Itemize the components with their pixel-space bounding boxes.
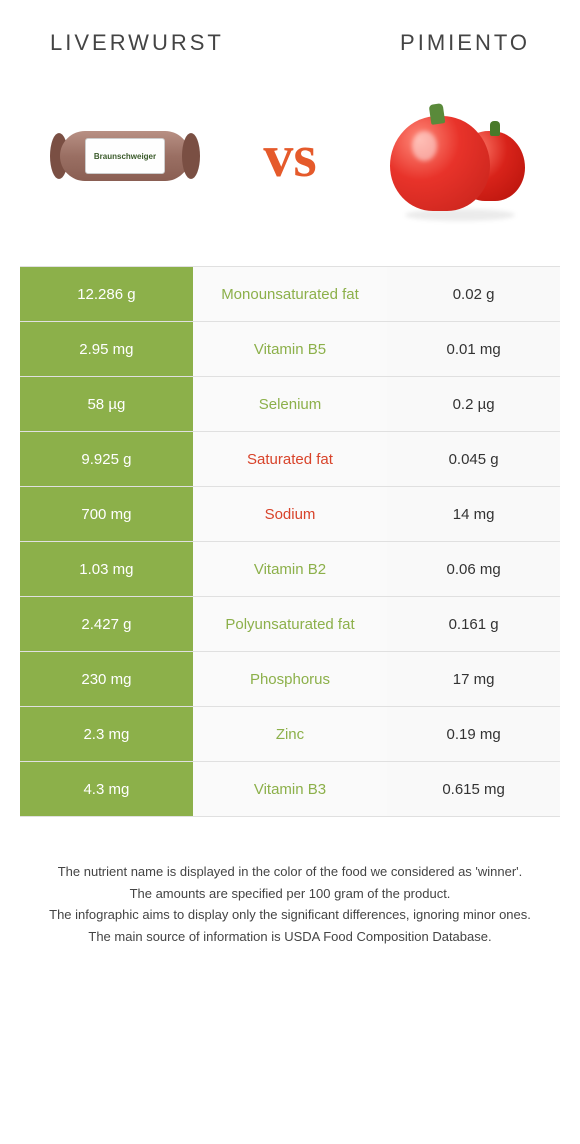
pepper-icon	[380, 86, 530, 226]
footer-line: The infographic aims to display only the…	[40, 905, 540, 925]
cell-left-value: 9.925 g	[20, 432, 193, 486]
vs-text: vs	[263, 122, 316, 191]
cell-nutrient-label: Selenium	[193, 377, 387, 431]
table-row: 4.3 mgVitamin B30.615 mg	[20, 762, 560, 817]
table-row: 230 mgPhosphorus17 mg	[20, 652, 560, 707]
cell-right-value: 0.06 mg	[387, 542, 560, 596]
cell-right-value: 0.615 mg	[387, 762, 560, 816]
cell-right-value: 0.045 g	[387, 432, 560, 486]
cell-left-value: 2.3 mg	[20, 707, 193, 761]
cell-right-value: 17 mg	[387, 652, 560, 706]
footer-line: The main source of information is USDA F…	[40, 927, 540, 947]
cell-nutrient-label: Vitamin B5	[193, 322, 387, 376]
table-row: 2.3 mgZinc0.19 mg	[20, 707, 560, 762]
title-left: Liverwurst	[50, 30, 224, 56]
nutrient-table: 12.286 gMonounsaturated fat0.02 g2.95 mg…	[20, 266, 560, 817]
title-right: Pimiento	[400, 30, 530, 56]
cell-nutrient-label: Zinc	[193, 707, 387, 761]
cell-nutrient-label: Vitamin B2	[193, 542, 387, 596]
liverwurst-image: Braunschweiger	[40, 86, 210, 226]
cell-nutrient-label: Saturated fat	[193, 432, 387, 486]
cell-right-value: 0.02 g	[387, 267, 560, 321]
cell-left-value: 700 mg	[20, 487, 193, 541]
table-row: 58 µgSelenium0.2 µg	[20, 377, 560, 432]
cell-nutrient-label: Vitamin B3	[193, 762, 387, 816]
table-row: 2.427 gPolyunsaturated fat0.161 g	[20, 597, 560, 652]
cell-right-value: 14 mg	[387, 487, 560, 541]
cell-right-value: 0.2 µg	[387, 377, 560, 431]
cell-nutrient-label: Phosphorus	[193, 652, 387, 706]
cell-right-value: 0.01 mg	[387, 322, 560, 376]
cell-left-value: 2.95 mg	[20, 322, 193, 376]
cell-right-value: 0.161 g	[387, 597, 560, 651]
table-row: 700 mgSodium14 mg	[20, 487, 560, 542]
table-row: 9.925 gSaturated fat0.045 g	[20, 432, 560, 487]
pimiento-image	[370, 86, 540, 226]
cell-nutrient-label: Sodium	[193, 487, 387, 541]
cell-left-value: 1.03 mg	[20, 542, 193, 596]
table-row: 2.95 mgVitamin B50.01 mg	[20, 322, 560, 377]
cell-left-value: 58 µg	[20, 377, 193, 431]
sausage-label: Braunschweiger	[85, 138, 165, 174]
footer-text: The nutrient name is displayed in the co…	[0, 817, 580, 968]
sausage-icon: Braunschweiger	[50, 126, 200, 186]
cell-left-value: 12.286 g	[20, 267, 193, 321]
images-row: Braunschweiger vs	[0, 66, 580, 266]
cell-right-value: 0.19 mg	[387, 707, 560, 761]
table-row: 1.03 mgVitamin B20.06 mg	[20, 542, 560, 597]
cell-left-value: 2.427 g	[20, 597, 193, 651]
cell-nutrient-label: Polyunsaturated fat	[193, 597, 387, 651]
cell-left-value: 230 mg	[20, 652, 193, 706]
header-titles: Liverwurst Pimiento	[0, 0, 580, 66]
footer-line: The nutrient name is displayed in the co…	[40, 862, 540, 882]
cell-left-value: 4.3 mg	[20, 762, 193, 816]
table-row: 12.286 gMonounsaturated fat0.02 g	[20, 267, 560, 322]
footer-line: The amounts are specified per 100 gram o…	[40, 884, 540, 904]
cell-nutrient-label: Monounsaturated fat	[193, 267, 387, 321]
